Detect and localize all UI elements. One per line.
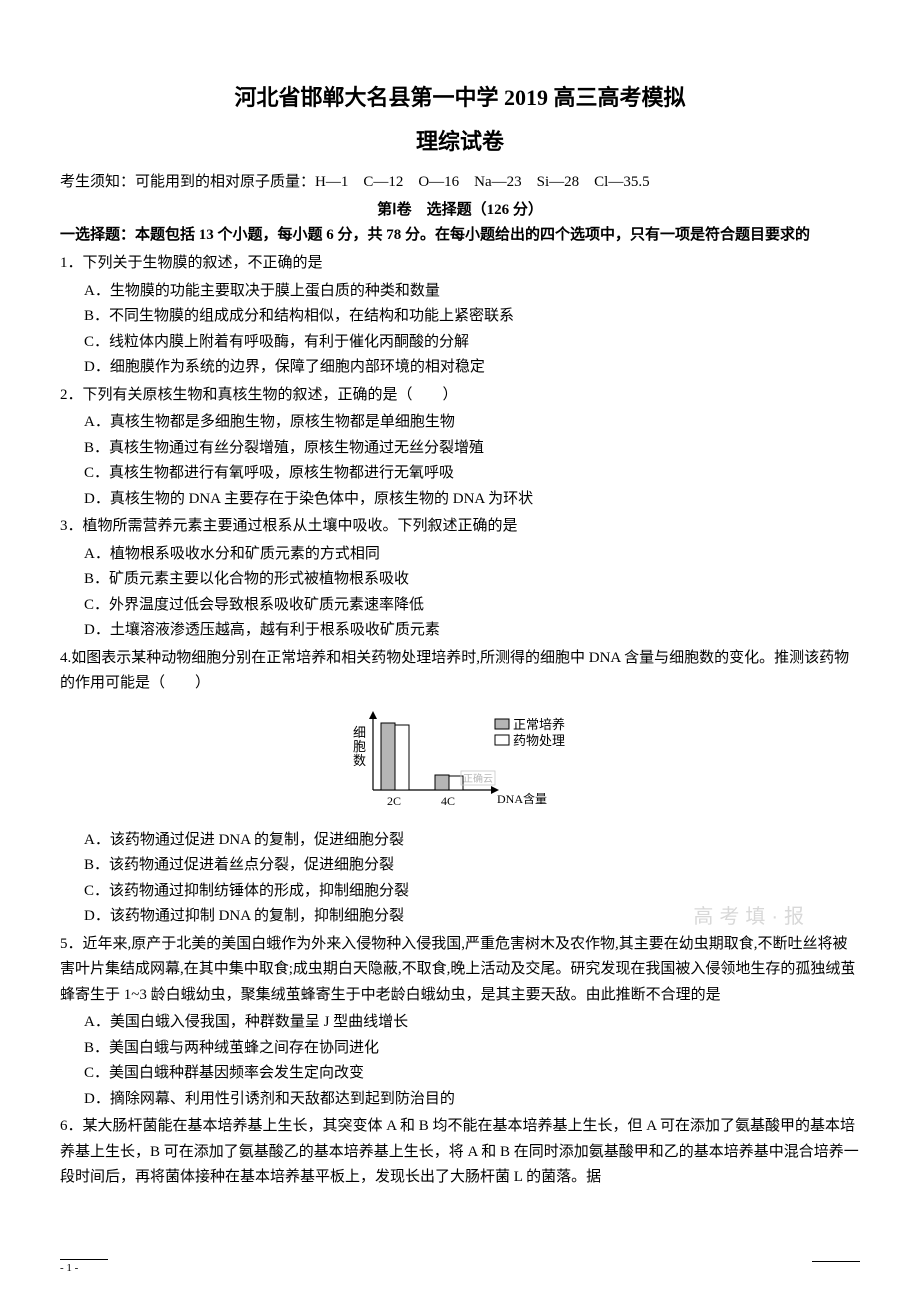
q3-option-b: B．矿质元素主要以化合物的形式被植物根系吸收 (60, 567, 860, 593)
q1-option-d: D．细胞膜作为系统的边界，保障了细胞内部环境的相对稳定 (60, 355, 860, 381)
q3-option-d: D．土壤溶液渗透压越高，越有利于根系吸收矿质元素 (60, 618, 860, 644)
q4-option-b: B．该药物通过促进着丝点分裂，促进细胞分裂 (60, 853, 860, 879)
exam-note: 考生须知：可能用到的相对原子质量：H—1 C—12 O—16 Na—23 Si—… (60, 170, 860, 194)
section-instruction: 一选择题：本题包括 13 个小题，每小题 6 分，共 78 分。在每小题给出的四… (60, 223, 860, 247)
q4-option-d: D．该药物通过抑制 DNA 的复制，抑制细胞分裂 (60, 904, 860, 930)
q5-stem: 5．近年来,原产于北美的美国白蛾作为外来入侵物种入侵我国,严重危害树木及农作物,… (60, 932, 860, 1009)
xtick-2c: 2C (387, 794, 401, 808)
q1-option-c: C．线粒体内膜上附着有呼吸酶，有利于催化丙酮酸的分解 (60, 330, 860, 356)
q2-option-c: C．真核生物都进行有氧呼吸，原核生物都进行无氧呼吸 (60, 461, 860, 487)
q5-option-d: D．摘除网幕、利用性引诱剂和天敌都达到起到防治目的 (60, 1087, 860, 1113)
q5-option-b: B．美国白蛾与两种绒茧蜂之间存在协同进化 (60, 1036, 860, 1062)
q2-option-d: D．真核生物的 DNA 主要存在于染色体中，原核生物的 DNA 为环状 (60, 487, 860, 513)
q4-figure: 细 胞 数 2C 4C DNA含量 正常培养 药物处理 正确云 (60, 705, 860, 820)
q2-option-a: A．真核生物都是多细胞生物，原核生物都是单细胞生物 (60, 410, 860, 436)
page-footer: - 1 - (60, 1259, 860, 1274)
legend-swatch-normal (495, 719, 509, 729)
q3-option-a: A．植物根系吸收水分和矿质元素的方式相同 (60, 542, 860, 568)
legend-label-drug: 药物处理 (513, 733, 565, 748)
y-axis-label-1: 细 (353, 725, 366, 740)
part-header: 第Ⅰ卷 选择题（126 分） (60, 198, 860, 219)
q4-option-a: A．该药物通过促进 DNA 的复制，促进细胞分裂 (60, 828, 860, 854)
q4-stem: 4.如图表示某种动物细胞分别在正常培养和相关药物处理培养时,所测得的细胞中 DN… (60, 646, 860, 697)
bar-2c-drug (395, 725, 409, 790)
q2-option-b: B．真核生物通过有丝分裂增殖，原核生物通过无丝分裂增殖 (60, 436, 860, 462)
q5-option-a: A．美国白蛾入侵我国，种群数量呈 J 型曲线增长 (60, 1010, 860, 1036)
q4-chart: 细 胞 数 2C 4C DNA含量 正常培养 药物处理 正确云 (345, 705, 575, 815)
q5-option-c: C．美国白蛾种群基因频率会发生定向改变 (60, 1061, 860, 1087)
legend-label-normal: 正常培养 (513, 717, 565, 732)
chart-watermark-text: 正确云 (463, 772, 493, 785)
q1-stem: 1．下列关于生物膜的叙述，不正确的是 (60, 251, 860, 277)
legend-swatch-drug (495, 735, 509, 745)
y-axis-label-3: 数 (353, 753, 366, 768)
bar-2c-normal (381, 723, 395, 790)
y-axis-label-2: 胞 (353, 739, 366, 754)
q1-option-b: B．不同生物膜的组成成分和结构相似，在结构和功能上紧密联系 (60, 304, 860, 330)
q1-option-a: A．生物膜的功能主要取决于膜上蛋白质的种类和数量 (60, 279, 860, 305)
y-axis-arrow (369, 711, 377, 719)
q6-stem: 6．某大肠杆菌能在基本培养基上生长，其突变体 A 和 B 均不能在基本培养基上生… (60, 1114, 860, 1191)
q3-option-c: C．外界温度过低会导致根系吸收矿质元素速率降低 (60, 593, 860, 619)
q3-stem: 3．植物所需营养元素主要通过根系从土壤中吸收。下列叙述正确的是 (60, 514, 860, 540)
page-number: - 1 - (60, 1262, 78, 1274)
footer-line-left (60, 1259, 108, 1260)
subtitle: 理综试卷 (60, 124, 860, 156)
q4-option-c: C．该药物通过抑制纺锤体的形成，抑制细胞分裂 (60, 879, 860, 905)
x-axis-label: DNA含量 (497, 791, 547, 806)
q2-stem: 2．下列有关原核生物和真核生物的叙述，正确的是（ ） (60, 383, 860, 409)
xtick-4c: 4C (441, 794, 455, 808)
main-title: 河北省邯郸大名县第一中学 2019 高三高考模拟 (60, 80, 860, 112)
bar-4c-normal (435, 775, 449, 790)
footer-line-right (812, 1261, 860, 1262)
document-page: 河北省邯郸大名县第一中学 2019 高三高考模拟 理综试卷 考生须知：可能用到的… (0, 0, 920, 1302)
